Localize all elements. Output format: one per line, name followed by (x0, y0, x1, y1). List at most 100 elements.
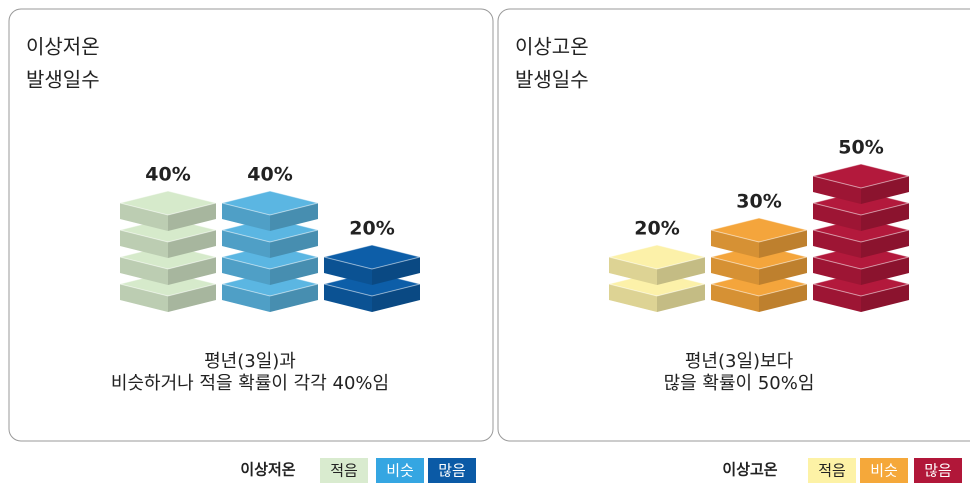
block-left-shade (120, 257, 168, 285)
legend-label: 많음 (438, 462, 466, 480)
block-left (120, 203, 168, 231)
block-left-shade (813, 257, 861, 285)
block-right-shade (861, 203, 909, 231)
block-right-shade (861, 284, 909, 312)
block-left-shade (813, 203, 861, 231)
block-right (657, 284, 705, 312)
legend-swatch (320, 458, 368, 483)
block-right-shade (759, 284, 807, 312)
block-left (711, 284, 759, 312)
note: 평년(3일)과 (204, 351, 296, 372)
block-left (813, 176, 861, 204)
legend-title: 이상고온 (722, 461, 777, 479)
block-right-shade (861, 230, 909, 258)
block-right-shade (168, 284, 216, 312)
block-left-shade (222, 203, 270, 231)
legend-title: 이상저온 (240, 461, 295, 479)
bar (221, 190, 319, 312)
block-left-shade (711, 284, 759, 312)
legend-label: 적음 (818, 462, 846, 480)
panel-title: 발생일수 (26, 68, 100, 92)
bar (710, 217, 808, 312)
block-right (168, 257, 216, 285)
legend-label: 비슷 (870, 462, 898, 480)
block-right-shade (270, 230, 318, 258)
block-left (711, 230, 759, 258)
bar (119, 190, 217, 312)
block-left-shade (324, 284, 372, 312)
block-right (861, 284, 909, 312)
block-right-shade (168, 257, 216, 285)
block-right-shade (270, 257, 318, 285)
block-right-shade (168, 230, 216, 258)
block-right (759, 284, 807, 312)
block-left (813, 230, 861, 258)
block-top (812, 163, 910, 189)
block-left-shade (813, 176, 861, 204)
block-top (608, 244, 706, 270)
block-right (270, 284, 318, 312)
value-label: 20% (349, 218, 394, 240)
block-top (323, 244, 421, 270)
block-right (657, 257, 705, 285)
block-left (222, 257, 270, 285)
panel-title: 이상저온 (26, 35, 100, 59)
block-right (861, 203, 909, 231)
block-right (759, 257, 807, 285)
block-left (120, 230, 168, 258)
legend-swatch (376, 458, 424, 483)
block-right (168, 284, 216, 312)
block-right (270, 230, 318, 258)
panel-title: 발생일수 (515, 68, 589, 92)
legend-label: 비슷 (386, 462, 414, 480)
block-right-shade (657, 257, 705, 285)
block-right (861, 176, 909, 204)
panel-title: 이상고온 (515, 35, 589, 59)
value-label: 40% (247, 164, 292, 186)
block-right-shade (270, 284, 318, 312)
block-right (168, 203, 216, 231)
block-left-shade (609, 284, 657, 312)
block-right-shade (372, 284, 420, 312)
block-left (120, 257, 168, 285)
block-left-shade (222, 284, 270, 312)
note: 평년(3일)보다 (685, 351, 794, 372)
note: 많을 확률이 50%임 (664, 373, 815, 394)
block-left (813, 284, 861, 312)
block-right-shade (657, 284, 705, 312)
block-right-shade (168, 203, 216, 231)
block-right (372, 284, 420, 312)
block-left (120, 284, 168, 312)
note: 비슷하거나 적을 확률이 각각 40%임 (111, 373, 389, 394)
legend-label: 많음 (924, 462, 952, 480)
block-left (324, 284, 372, 312)
block-right (270, 257, 318, 285)
block-left (813, 203, 861, 231)
block-left (711, 257, 759, 285)
block-right (168, 230, 216, 258)
bar (812, 163, 910, 312)
block-left (324, 257, 372, 285)
value-label: 50% (838, 137, 883, 159)
block-top (119, 190, 217, 216)
block-right (861, 230, 909, 258)
block-left (222, 203, 270, 231)
block-left (609, 284, 657, 312)
value-label: 40% (145, 164, 190, 186)
block-left-shade (711, 230, 759, 258)
block-left-shade (120, 230, 168, 258)
block-top (221, 190, 319, 216)
bar (608, 244, 706, 312)
block-right (759, 230, 807, 258)
block-right (270, 203, 318, 231)
block-left (609, 257, 657, 285)
block-right (861, 257, 909, 285)
legend-swatch (860, 458, 908, 483)
legend-label: 적음 (330, 462, 358, 480)
legend-swatch (428, 458, 476, 483)
block-right-shade (270, 203, 318, 231)
bar (323, 244, 421, 312)
block-right-shade (759, 257, 807, 285)
block-left-shade (222, 230, 270, 258)
